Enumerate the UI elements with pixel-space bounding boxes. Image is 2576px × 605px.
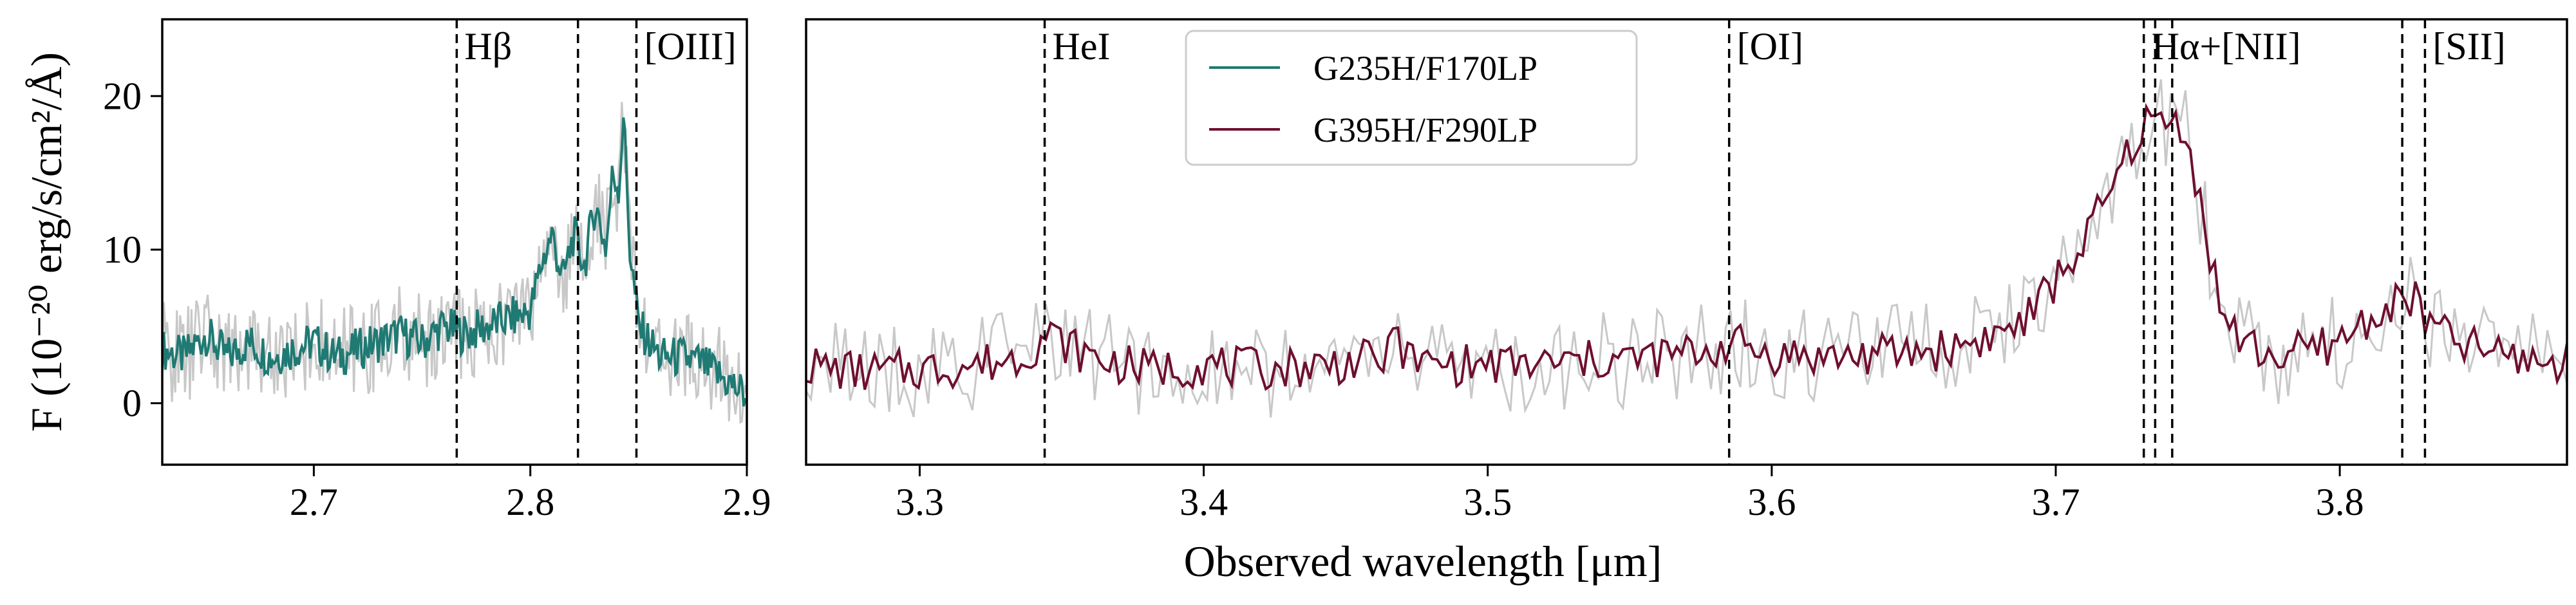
emission-line-label: Hβ: [464, 25, 512, 68]
raw-spectrum-left: [162, 102, 747, 424]
emission-line-label: [OIII]: [644, 25, 736, 68]
x-tick-label: 3.4: [1180, 481, 1228, 523]
y-tick-label: 0: [122, 382, 142, 425]
panel-frame: [161, 18, 748, 466]
raw-spectrum-right: [806, 79, 2567, 418]
panel-left: Hβ [OIII] 2.7 2.8 2.9 0 10 20 F (10⁻²⁰ erg/s/cm²…: [22, 18, 771, 523]
y-tick-label: 20: [103, 75, 142, 117]
panel-frame: [805, 18, 2568, 466]
panel-right: HeI [OI] Hα+[NII] [SII] 3.3 3.4 3.5 3.6 3.7 3.8 Ob…: [805, 18, 2568, 586]
x-tick-label: 3.3: [896, 481, 944, 523]
series-line-g235h-f170lp: [162, 117, 747, 407]
emission-line-label: Hα+[NII]: [2152, 25, 2301, 68]
x-tick-label: 2.9: [723, 481, 771, 523]
y-tick-label: 10: [103, 228, 142, 271]
plot-area: [806, 79, 2567, 418]
x-tick-label: 3.7: [2031, 481, 2080, 523]
x-tick-label: 2.7: [290, 481, 338, 523]
x-tick-label: 3.6: [1747, 481, 1796, 523]
x-axis-label: Observed wavelength [μm]: [1184, 537, 1662, 586]
emission-line-label: [SII]: [2432, 25, 2505, 68]
series-line-g395h-f290lp: [806, 102, 2567, 391]
x-tick-label: 3.8: [2316, 481, 2364, 523]
legend-label: G395H/F290LP: [1313, 111, 1537, 149]
legend-box: [1185, 30, 1638, 166]
legend: G235H/F170LP G395H/F290LP: [1185, 30, 1638, 166]
emission-line-label: HeI: [1053, 25, 1111, 68]
legend-label: G235H/F170LP: [1313, 49, 1537, 88]
emission-line-label: [OI]: [1737, 25, 1803, 68]
y-axis-label: F (10⁻²⁰ erg/s/cm²/Å): [22, 52, 71, 432]
x-tick-label: 3.5: [1463, 481, 1512, 523]
x-tick-label: 2.8: [506, 481, 554, 523]
plot-area: [162, 102, 747, 424]
